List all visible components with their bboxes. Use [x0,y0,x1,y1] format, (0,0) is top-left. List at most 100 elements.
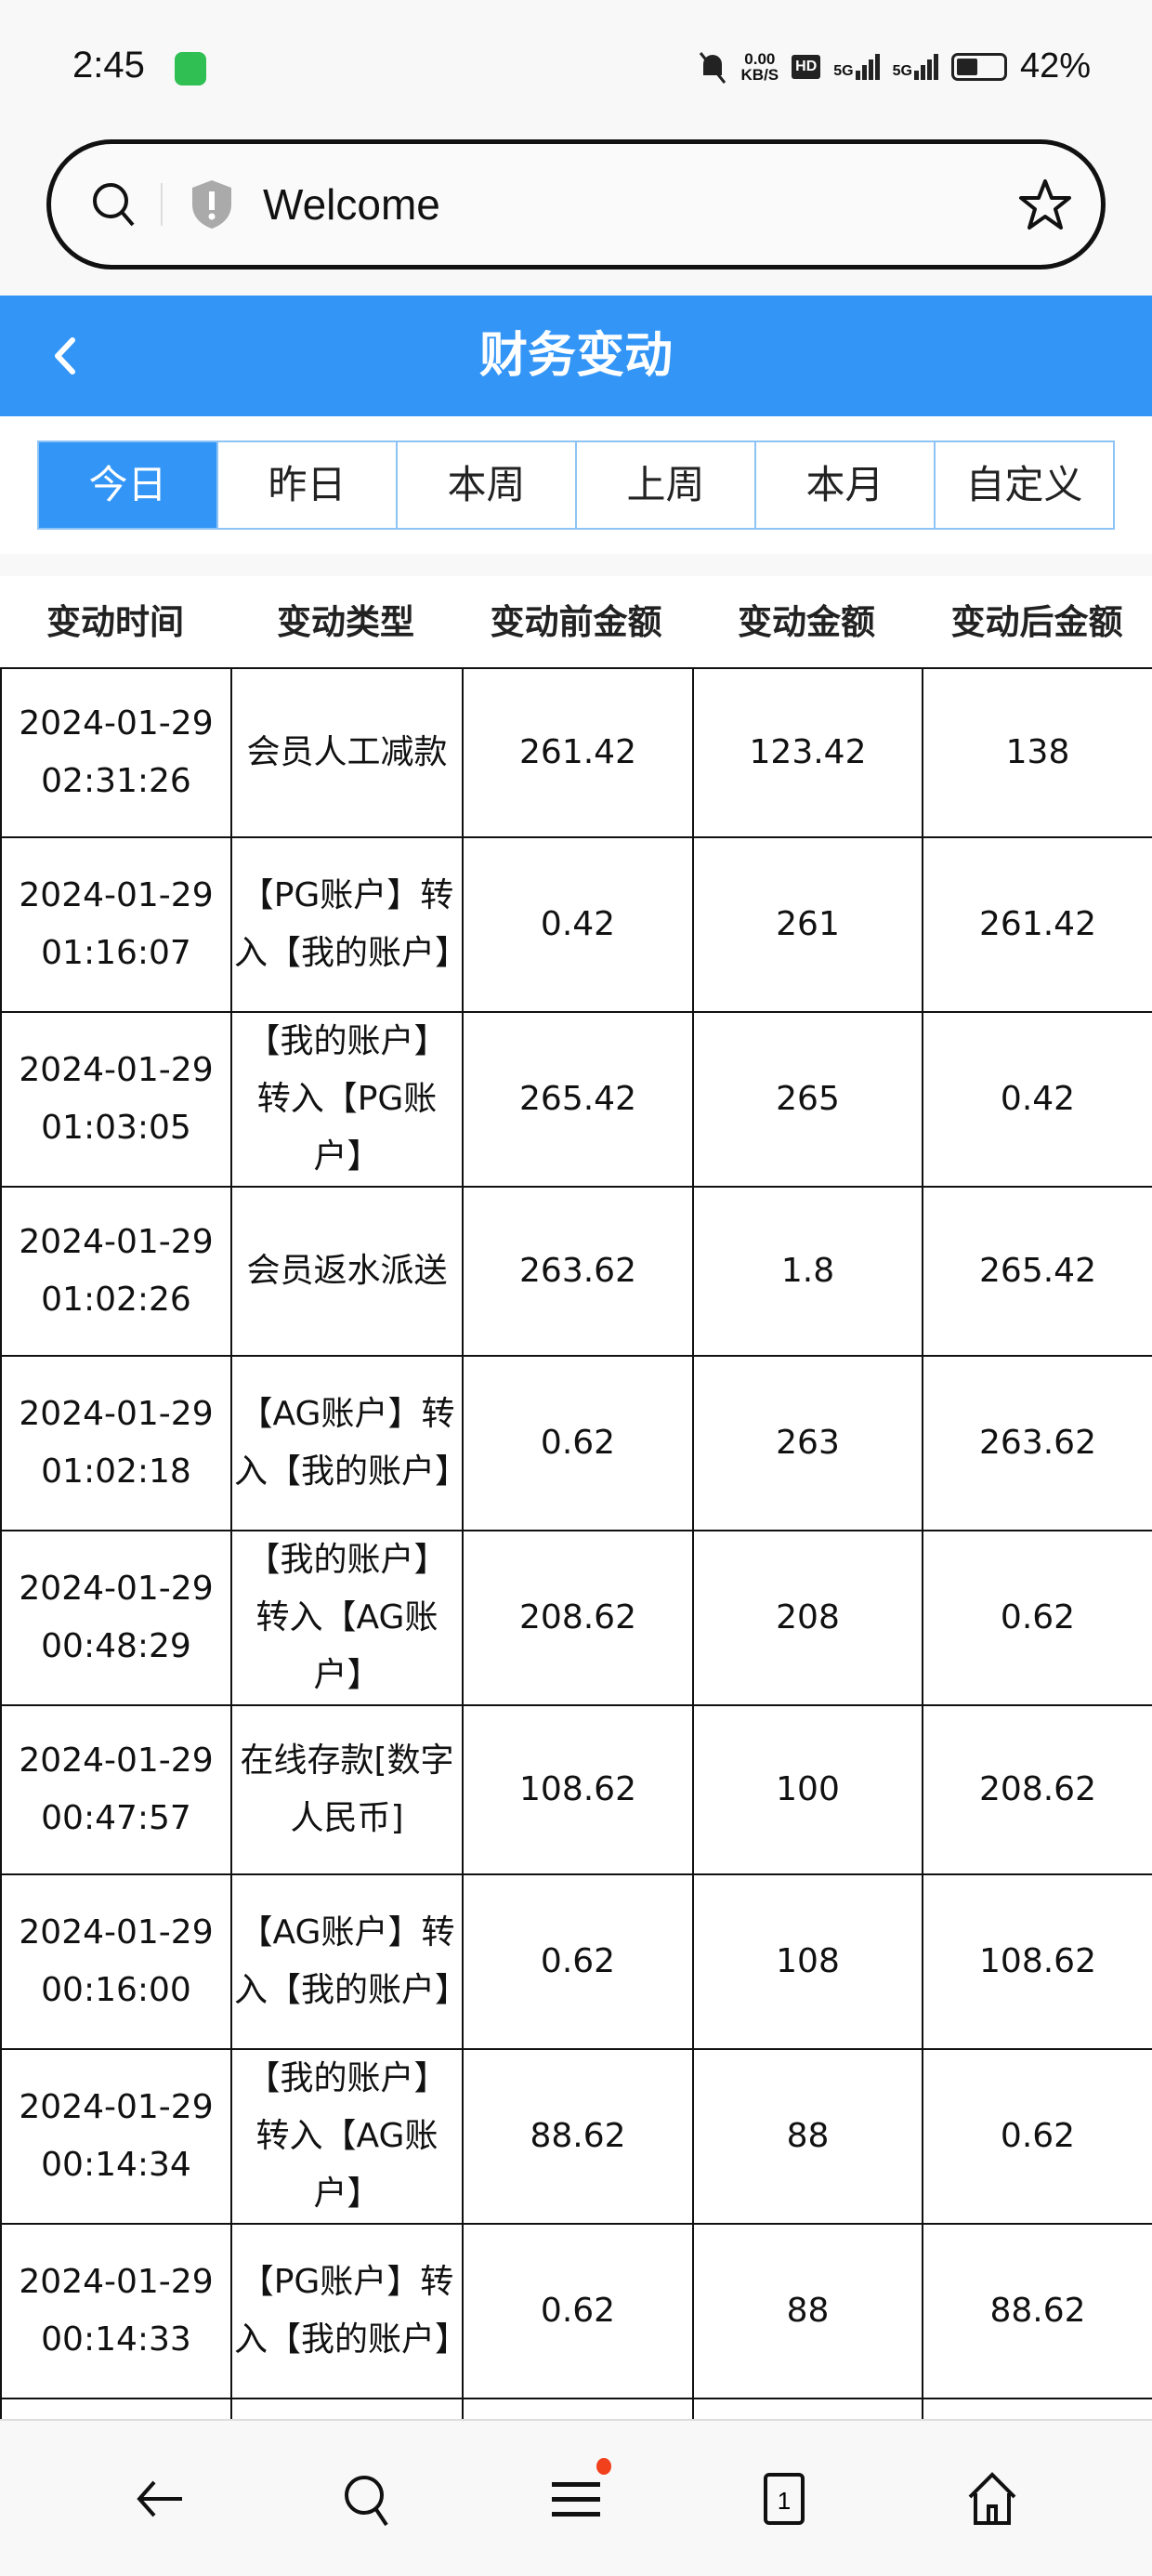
date-text: 2024-01-29 [19,2263,214,2301]
table-header: 变动时间 变动类型 变动前金额 变动金额 变动后金额 [0,576,1152,669]
tab-this-week[interactable]: 本周 [398,442,577,528]
cell-after-amount: 0.62 [922,1530,1152,1706]
svg-text:1: 1 [778,2487,791,2515]
cell-amount: 88 [692,2048,923,2225]
date-text: 2024-01-29 [19,704,214,743]
tab-yesterday[interactable]: 昨日 [218,442,398,528]
time-text: 00:16:00 [41,1971,191,2009]
cell-type: 在线存款[数字人民币] [230,1704,464,1875]
cell-time: 2024-01-29 00:14:34 [0,2048,232,2225]
page-header: 财务变动 [0,296,1152,416]
address-bar[interactable]: Welcome [46,139,1106,269]
column-header-after: 变动后金额 [950,602,1123,642]
cell-amount: 108 [692,1873,923,2050]
time-text: 01:02:26 [41,1281,191,1319]
tab-custom[interactable]: 自定义 [936,442,1113,528]
shield-warning-icon[interactable] [189,178,235,230]
column-header-amount: 变动金额 [738,602,875,642]
cell-after-amount: 138 [922,667,1152,838]
cell-amount: 1.8 [692,1186,923,1357]
cell-after-amount: 0.42 [922,1011,1152,1188]
table-row: 2024-01-29 01:02:18 【AG账户】转入【我的账户】 0.62 263 2… [0,1355,1152,1531]
cell-before-amount: 261.42 [462,667,694,838]
cell-before-amount [462,2398,694,2419]
cell-time [0,2398,232,2419]
home-icon[interactable] [962,2469,1022,2529]
date-text: 2024-01-29 [19,2088,214,2126]
cell-type: 【AG账户】转入【我的账户】 [230,1873,468,2050]
back-chevron-icon[interactable] [45,331,91,381]
clock: 2:45 [72,45,145,85]
cell-after-amount: 88.62 [922,2223,1152,2399]
table-row: 2024-01-29 01:03:05 【我的账户】转入【PG账户】 265.42 26… [0,1011,1152,1188]
tab-this-month[interactable]: 本月 [756,442,936,528]
net-speed: 0.00 KB/S [740,49,779,84]
cell-before-amount: 0.62 [462,1355,694,1531]
time-text: 00:47:57 [41,1799,191,1837]
column-header-type: 变动类型 [277,602,414,642]
time-text: 01:02:18 [41,1452,191,1491]
cell-before-amount: 208.62 [462,1530,694,1706]
cell-amount: 261 [692,836,923,1013]
cell-time: 2024-01-29 01:02:26 [0,1186,232,1357]
time-text: 00:14:34 [41,2146,191,2184]
battery-icon [950,52,1007,81]
tab-last-week[interactable]: 上周 [577,442,756,528]
menu-button[interactable] [546,2457,611,2529]
cell-amount: 263 [692,1355,923,1531]
signal-icon-1: 5G [833,53,880,80]
time-text: 01:16:07 [41,934,191,972]
cell-amount: 265 [692,1011,923,1188]
time-text: 00:48:29 [41,1627,191,1665]
divider [161,183,163,226]
cell-time: 2024-01-29 00:16:00 [0,1873,232,2050]
cell-after-amount: 208.62 [922,1704,1152,1875]
bottom-nav: 1 [0,2419,1152,2576]
column-header-before: 变动前金额 [490,602,662,642]
notification-dot [596,2457,611,2475]
date-text: 2024-01-29 [19,1223,214,1261]
bookmark-star-icon[interactable] [1017,177,1073,232]
table-row: 2024-01-29 00:14:33 【PG账户】转入【我的账户】 0.62 88 88… [0,2223,1152,2399]
date-text: 2024-01-29 [19,1741,214,1780]
date-range-tabs: 今日 昨日 本周 上周 本月 自定义 [37,440,1115,530]
cell-before-amount: 0.62 [462,1873,694,2050]
cell-before-amount: 0.42 [462,836,694,1013]
cell-after-amount: 265.42 [922,1186,1152,1357]
table-row: 2024-01-29 00:16:00 【AG账户】转入【我的账户】 0.62 108 1… [0,1873,1152,2050]
battery-percent: 42% [1019,46,1091,85]
table-row: 2024-01-29 01:16:07 【PG账户】转入【我的账户】 0.42 261 2… [0,836,1152,1013]
cell-time: 2024-01-29 01:16:07 [0,836,232,1013]
cell-time: 2024-01-29 00:47:57 [0,1704,232,1875]
cell-before-amount: 108.62 [462,1704,694,1875]
cell-after-amount: 263.62 [922,1355,1152,1531]
table-row: 2024-01-29 00:48:29 【我的账户】转入【AG账户】 208.62 20… [0,1530,1152,1706]
tab-today[interactable]: 今日 [39,442,218,528]
table-row: 2024-01-29 00:14:34 【我的账户】转入【AG账户】 88.62 88 0… [0,2048,1152,2225]
cell-after-amount: 108.62 [922,1873,1152,2050]
cell-before-amount: 265.42 [462,1011,694,1188]
cell-type: 【我的账户】转入【AG账户】 [230,2048,464,2225]
cell-type: 【PG账户】转入【我的账户】 [230,2223,468,2399]
time-text: 01:03:05 [41,1109,191,1147]
table-row: 2024-01-29 02:31:26 会员人工减款 261.42 123.42 138 [0,667,1152,838]
cell-before-amount: 0.62 [462,2223,694,2399]
url-text[interactable]: Welcome [263,180,440,229]
search-icon[interactable] [88,178,140,230]
signal-icon-2: 5G [893,53,938,80]
date-text: 2024-01-29 [19,876,214,914]
search-icon[interactable] [338,2469,398,2529]
status-bar: 2:45 0.00 KB/S HD 5G 5G 42% [0,0,1152,139]
cell-time: 2024-01-29 01:02:18 [0,1355,232,1531]
cell-time: 2024-01-29 02:31:26 [0,667,232,838]
table-row: 2024-01-29 00:47:57 在线存款[数字人民币] 108.62 100 20… [0,1704,1152,1875]
tabs-button[interactable]: 1 [754,2469,814,2529]
back-arrow-icon[interactable] [130,2469,190,2529]
time-text: 00:14:33 [41,2320,191,2359]
cell-amount: 88 [692,2223,923,2399]
cell-before-amount: 88.62 [462,2048,694,2225]
time-text: 02:31:26 [41,762,191,800]
date-text: 2024-01-29 [19,1395,214,1433]
cell-after-amount: 261.42 [922,836,1152,1013]
transactions-table-scroll[interactable]: 2024-01-29 02:31:26 会员人工减款 261.42 123.42 138 2… [0,667,1152,2419]
